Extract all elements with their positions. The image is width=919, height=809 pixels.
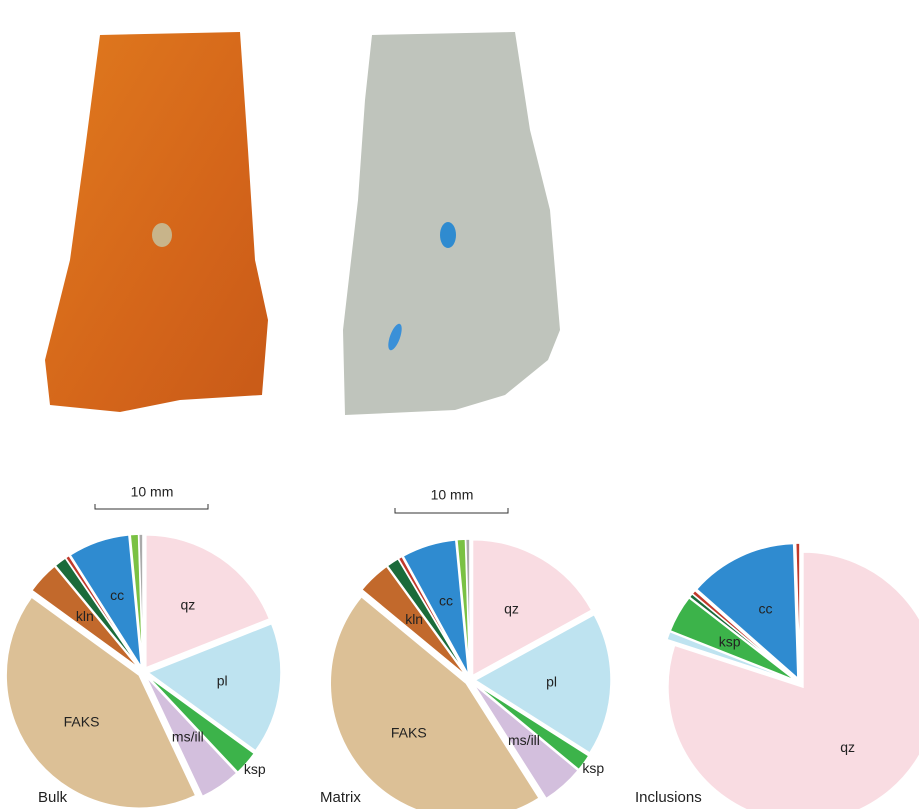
slice-label: ms/ill: [508, 732, 540, 748]
slice-label: qz: [840, 739, 855, 755]
inclusion: [152, 223, 172, 247]
slice-label: FAKS: [64, 714, 100, 730]
chart-title: Matrix: [320, 789, 361, 806]
pie-slice: [695, 542, 799, 681]
slice-label: qz: [180, 597, 195, 613]
pie-slice: [665, 630, 796, 683]
scale-bar: [394, 508, 509, 514]
pie-slice: [30, 565, 140, 670]
pie-slice: [472, 683, 580, 800]
pie-slice: [473, 613, 612, 755]
slice-label: ms/ill: [172, 729, 204, 745]
pie-slice: [397, 555, 469, 677]
pie-slice: [329, 595, 541, 809]
slice-label: FAKS: [391, 725, 427, 741]
slice-label: qz: [504, 600, 519, 616]
chart-title: Bulk: [38, 789, 68, 806]
pie-slice: [69, 534, 143, 668]
slice-label: kln: [76, 608, 94, 624]
pie-slice: [145, 675, 238, 798]
pie-slice: [669, 596, 797, 682]
sample-photo: [45, 32, 268, 412]
pie-slice: [401, 539, 470, 676]
pie-slice: [464, 538, 471, 676]
pie-slice: [5, 595, 197, 809]
slice-label: ksp: [244, 761, 266, 777]
pie-slice: [360, 565, 468, 677]
pie-slice: [64, 554, 141, 669]
chart-title: Inclusions: [635, 789, 702, 806]
scale-label: 10 mm: [431, 487, 474, 503]
pie-slice: [146, 674, 256, 774]
pie-slice: [691, 589, 797, 681]
pie-slice: [471, 538, 593, 677]
slice-label: cc: [110, 587, 124, 603]
pie-slice: [473, 682, 590, 771]
inclusion: [388, 323, 402, 351]
inclusion: [440, 222, 456, 248]
scale-bar: [94, 504, 209, 510]
slice-label: pl: [546, 673, 557, 689]
slice-label: ksp: [582, 760, 604, 776]
slice-label: kln: [405, 611, 423, 627]
slice-label: cc: [439, 593, 453, 609]
pie-slice: [667, 551, 919, 809]
pie-slice: [145, 534, 271, 669]
scale-label: 10 mm: [131, 484, 174, 500]
pie-slice: [137, 533, 144, 668]
pie-slice: [146, 622, 282, 752]
slice-label: pl: [217, 673, 228, 689]
slice-label: ksp: [719, 634, 741, 650]
pie-slice: [794, 542, 801, 679]
slice-label: cc: [759, 600, 773, 616]
